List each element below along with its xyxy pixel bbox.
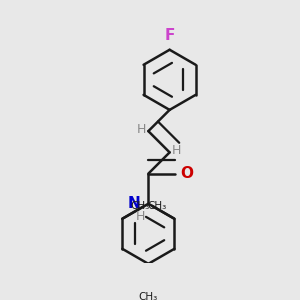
Text: CH₃: CH₃ — [147, 201, 166, 211]
Text: H: H — [136, 210, 145, 223]
Text: H: H — [172, 144, 182, 157]
Text: H: H — [136, 122, 146, 136]
Text: F: F — [164, 28, 175, 43]
Text: CH₃: CH₃ — [130, 201, 150, 211]
Text: O: O — [180, 166, 193, 181]
Text: CH₃: CH₃ — [139, 292, 158, 300]
Text: N: N — [128, 196, 140, 211]
